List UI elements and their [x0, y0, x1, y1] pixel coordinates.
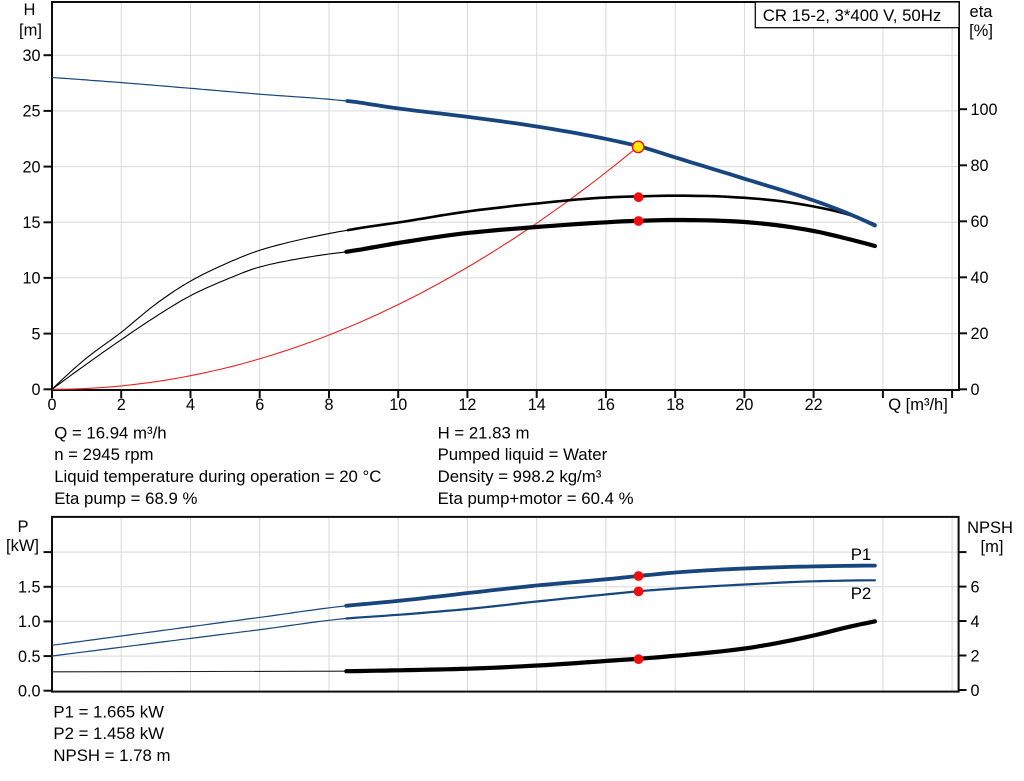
svg-text:P1 = 1.665 kW: P1 = 1.665 kW	[53, 702, 164, 721]
svg-text:P2: P2	[851, 584, 872, 603]
svg-text:H: H	[24, 1, 36, 19]
svg-text:P2 = 1.458 kW: P2 = 1.458 kW	[53, 724, 164, 743]
svg-text:P1: P1	[851, 545, 872, 564]
svg-text:5: 5	[31, 325, 40, 343]
svg-text:20: 20	[971, 325, 989, 343]
svg-text:Eta pump+motor = 60.4 %: Eta pump+motor = 60.4 %	[438, 489, 634, 508]
svg-text:80: 80	[971, 157, 989, 175]
svg-text:4: 4	[186, 396, 195, 414]
svg-text:Liquid temperature during oper: Liquid temperature during operation = 20…	[54, 467, 381, 486]
svg-text:Eta pump = 68.9 %: Eta pump = 68.9 %	[54, 489, 197, 508]
svg-text:10: 10	[389, 396, 407, 414]
svg-text:Q = 16.94 m³/h: Q = 16.94 m³/h	[54, 423, 166, 442]
svg-text:22: 22	[805, 396, 823, 414]
svg-text:40: 40	[971, 269, 989, 287]
svg-text:30: 30	[22, 47, 40, 65]
svg-text:NPSH = 1.78 m: NPSH = 1.78 m	[53, 746, 170, 765]
svg-text:Density = 998.2 kg/m³: Density = 998.2 kg/m³	[438, 467, 602, 486]
svg-text:CR 15-2, 3*400 V, 50Hz: CR 15-2, 3*400 V, 50Hz	[763, 6, 942, 25]
svg-text:[m]: [m]	[19, 22, 42, 40]
svg-text:0: 0	[971, 381, 980, 399]
svg-text:14: 14	[528, 396, 546, 414]
svg-text:NPSH: NPSH	[967, 519, 1013, 537]
svg-text:6: 6	[255, 396, 264, 414]
svg-text:0: 0	[31, 381, 40, 399]
svg-text:0.5: 0.5	[18, 648, 41, 666]
svg-text:0: 0	[47, 396, 56, 414]
svg-text:8: 8	[324, 396, 333, 414]
svg-text:[kW]: [kW]	[6, 537, 39, 555]
svg-text:H = 21.83 m: H = 21.83 m	[438, 423, 530, 442]
svg-text:100: 100	[971, 101, 998, 119]
svg-text:0.0: 0.0	[18, 683, 41, 701]
svg-text:20: 20	[735, 396, 753, 414]
svg-text:18: 18	[666, 396, 684, 414]
svg-text:20: 20	[22, 158, 40, 176]
svg-text:1.5: 1.5	[18, 579, 41, 597]
svg-text:16: 16	[597, 396, 615, 414]
svg-text:2: 2	[117, 396, 126, 414]
svg-text:Pumped liquid = Water: Pumped liquid = Water	[438, 445, 608, 464]
svg-text:15: 15	[22, 214, 40, 232]
svg-text:0: 0	[971, 682, 980, 700]
svg-text:n = 2945 rpm: n = 2945 rpm	[54, 445, 153, 464]
svg-text:1.0: 1.0	[18, 613, 41, 631]
svg-text:Q [m³/h]: Q [m³/h]	[888, 396, 948, 414]
svg-text:eta: eta	[970, 3, 994, 21]
svg-text:4: 4	[971, 613, 980, 631]
svg-text:25: 25	[22, 103, 40, 121]
svg-text:10: 10	[22, 270, 40, 288]
svg-text:60: 60	[971, 213, 989, 231]
svg-text:6: 6	[971, 578, 980, 596]
svg-text:2: 2	[971, 647, 980, 665]
svg-text:P: P	[17, 518, 28, 536]
svg-text:[%]: [%]	[969, 22, 993, 40]
svg-text:12: 12	[458, 396, 476, 414]
svg-text:[m]: [m]	[981, 538, 1004, 556]
